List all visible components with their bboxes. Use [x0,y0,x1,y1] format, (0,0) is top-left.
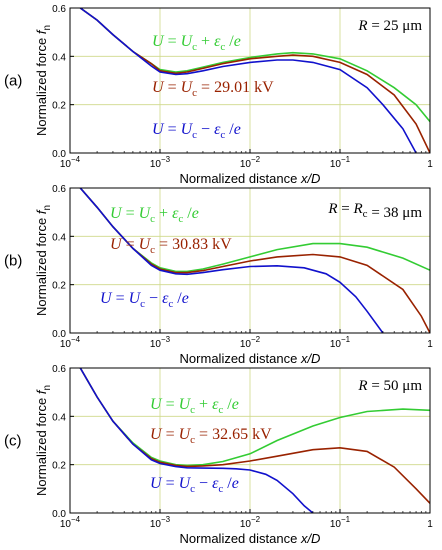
x-tick-label: 1 [427,519,433,530]
annotation-critical: U = Uc = 32.65 kV [150,426,272,446]
panel-label: (a) [4,73,22,90]
y-tick-label: 0.0 [52,329,66,340]
x-axis-label: Normalized distance x/D [180,351,321,366]
series-line-plus [79,188,430,273]
x-tick-label: 1 [427,159,433,170]
annotation-plus: U = Uc + εc /e [110,205,199,225]
annotation-critical: U = Uc = 30.83 kV [110,236,232,256]
panel-3: 10−4 10−3 10−2 10−1 1 0.0 0.2 0.4 0.6 Normalized … [4,364,433,546]
x-tick-label: 10−2 [240,155,261,170]
y-tick-label: 0.6 [52,184,66,195]
series-line-minus [79,368,314,513]
annotation-minus: U = Uc − εc /e [152,121,241,141]
x-tick-label: 10−2 [240,515,261,530]
x-axis-label: Normalized distance x/D [180,171,321,186]
x-tick-label: 10−3 [150,515,171,530]
radius-label: R = 25 μm [357,18,422,34]
panel-1: 10−4 10−3 10−2 10−1 1 0.0 0.2 0.4 0.6 Normalized … [4,4,433,186]
annotation-plus: U = Uc + εc /e [152,33,241,53]
x-tick-label: 10−3 [150,335,171,350]
annotation-minus: U = Uc − εc /e [100,290,189,310]
x-tick-label: 10−3 [150,155,171,170]
x-tick-label: 10−1 [330,155,351,170]
x-tick-label: 10−4 [60,155,81,170]
annotation-plus: U = Uc + εc /e [150,396,239,416]
y-axis-label: Normalized force fn [34,205,53,316]
x-tick-label: 10−1 [330,335,351,350]
series-line-minus [79,8,417,153]
radius-label: R = 50 μm [357,378,422,394]
y-tick-label: 0.4 [52,52,66,63]
y-axis-label: Normalized force fn [34,385,53,496]
y-tick-label: 0.6 [52,364,66,375]
x-tick-label: 10−1 [330,515,351,530]
series-line-minus [79,188,384,333]
x-tick-label: 10−2 [240,335,261,350]
y-tick-label: 0.0 [52,509,66,520]
panel-2: 10−4 10−3 10−2 10−1 1 0.0 0.2 0.4 0.6 Normalized … [4,184,433,366]
radius-label: R = Rc = 38 μm [327,201,422,221]
annotation-critical: U = Uc = 29.01 kV [152,79,274,99]
y-tick-label: 0.2 [52,101,66,112]
x-tick-label: 10−4 [60,335,81,350]
panel-label: (c) [4,433,22,450]
y-tick-label: 0.0 [52,149,66,160]
y-axis-label: Normalized force fn [34,25,53,136]
y-tick-label: 0.4 [52,412,66,423]
y-tick-label: 0.6 [52,4,66,15]
y-tick-label: 0.2 [52,461,66,472]
x-tick-label: 10−4 [60,515,81,530]
annotation-minus: U = Uc − εc /e [150,475,239,495]
y-tick-label: 0.2 [52,281,66,292]
panel-label: (b) [4,253,22,270]
x-tick-label: 1 [427,339,433,350]
y-tick-label: 0.4 [52,232,66,243]
x-axis-label: Normalized distance x/D [180,531,321,546]
